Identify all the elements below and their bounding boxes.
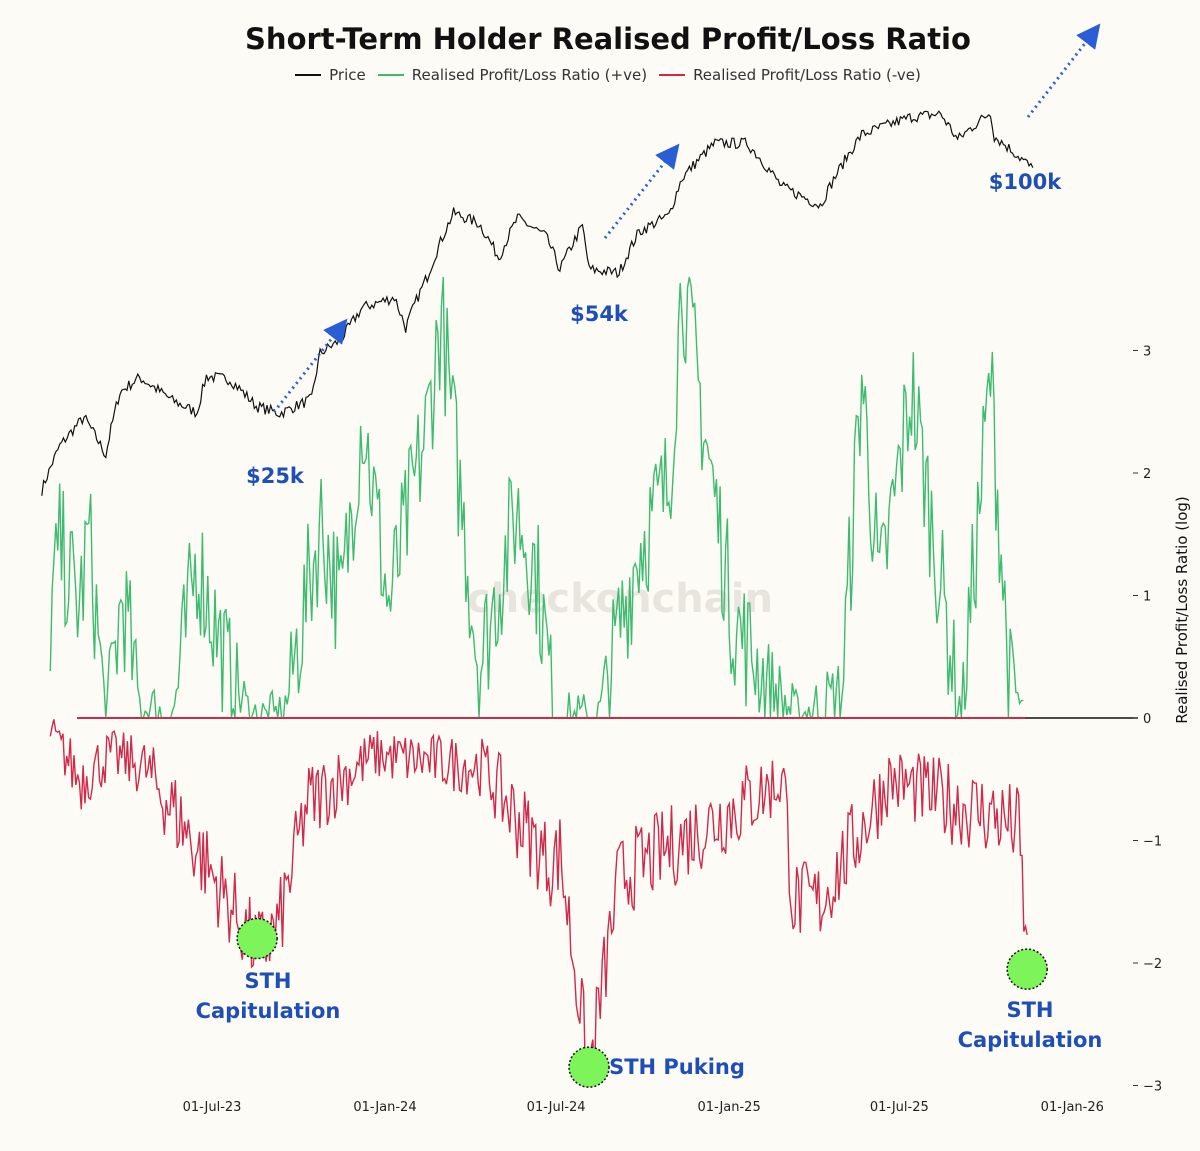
x-tick-label: 01-Jan-24 (353, 1100, 416, 1115)
legend-swatch-negative (659, 74, 686, 76)
legend-item-price: Price (295, 66, 366, 84)
annotation-25k: $25k (246, 464, 305, 488)
annotation-capitulation-2-line2: Capitulation (958, 1028, 1103, 1052)
annotation-layer (236, 23, 1101, 1088)
y-tick-label: −2 (1143, 957, 1162, 972)
ratio-layer (49, 276, 1028, 1079)
annotation-100k: $100k (989, 170, 1062, 194)
series-line-positive (49, 276, 1024, 721)
legend-swatch-positive (377, 74, 404, 76)
y-tick-label: 0 (1143, 712, 1151, 727)
chart-title: Short-Term Holder Realised Profit/Loss R… (245, 22, 971, 56)
x-tick-label: 01-Jul-25 (870, 1100, 929, 1115)
trend-arrow-3 (1026, 23, 1101, 118)
annotation-54k: $54k (570, 302, 629, 326)
highlight-circle-3 (1006, 948, 1048, 990)
series-line-negative (49, 719, 1028, 1079)
y-tick-label: 1 (1143, 590, 1151, 605)
highlight-circle-1 (236, 917, 278, 960)
x-tick-label: 01-Jan-25 (698, 1100, 761, 1115)
legend-item-negative: Realised Profit/Loss Ratio (-ve) (659, 66, 921, 84)
legend-swatch-price (295, 74, 322, 76)
x-tick-label: 01-Jul-24 (527, 1100, 586, 1115)
y-tick-label: 3 (1143, 345, 1151, 360)
axis-layer: 3 2 1 0 −1 −2 −3 01-Jul-23 01-Jan-24 01-Jul-24 01-… (77, 345, 1162, 1115)
price-layer (41, 110, 1034, 496)
x-tick-label: 01-Jan-26 (1041, 1100, 1104, 1115)
annotation-puking: STH Puking (609, 1055, 745, 1079)
y-axis-label: Realised Profit/Loss Ratio (log) (1173, 496, 1191, 724)
y-tick-label: −3 (1143, 1080, 1162, 1095)
trend-arrow-1 (272, 318, 348, 413)
y-tick-label: 2 (1143, 467, 1151, 482)
annotation-capitulation-1-line2: Capitulation (196, 999, 341, 1023)
series-line-price (41, 110, 1034, 496)
highlight-circle-2 (568, 1046, 610, 1088)
y-tick-label: −1 (1143, 835, 1162, 850)
annotation-capitulation-2-line1: STH (1006, 998, 1053, 1022)
chart-legend: Price Realised Profit/Loss Ratio (+ve) R… (0, 66, 1200, 84)
legend-label-price: Price (329, 66, 366, 84)
x-tick-label: 01-Jul-23 (183, 1100, 242, 1115)
legend-item-positive: Realised Profit/Loss Ratio (+ve) (377, 66, 648, 84)
trend-arrow-2 (603, 143, 680, 239)
legend-label-positive: Realised Profit/Loss Ratio (+ve) (411, 66, 648, 84)
legend-label-negative: Realised Profit/Loss Ratio (-ve) (693, 66, 921, 84)
annotation-capitulation-1-line1: STH (244, 969, 291, 993)
